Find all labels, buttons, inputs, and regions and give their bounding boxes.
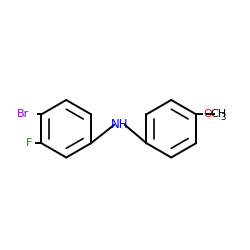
Text: F: F xyxy=(26,138,32,148)
Text: 3: 3 xyxy=(220,113,225,122)
Text: NH: NH xyxy=(111,118,128,132)
Text: O: O xyxy=(204,110,212,120)
Text: Br: Br xyxy=(16,110,29,120)
Text: CH: CH xyxy=(210,110,226,120)
